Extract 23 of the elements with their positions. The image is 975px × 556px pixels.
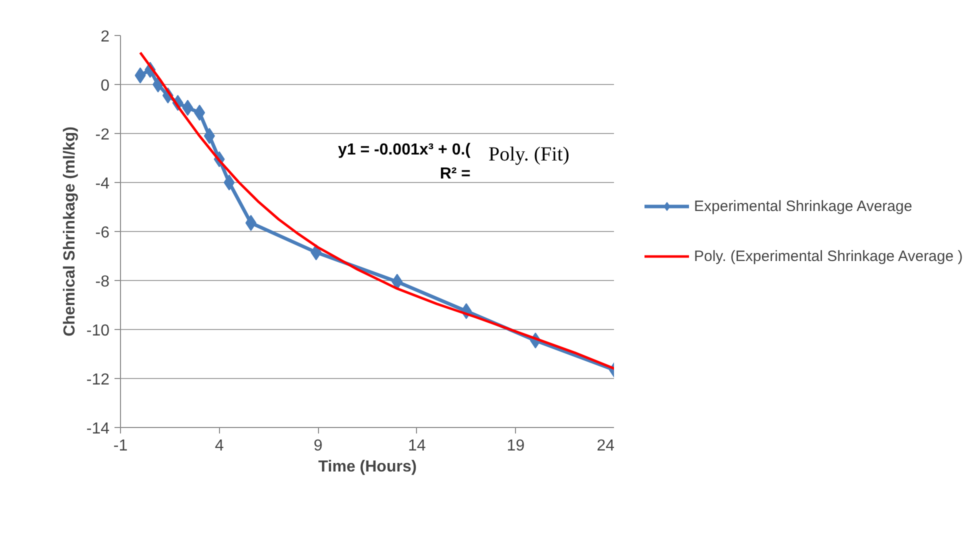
y-tick-label: -12	[86, 372, 110, 388]
y-tick-label: -8	[95, 274, 110, 290]
x-tick-label: 19	[506, 438, 525, 454]
y-tick-label: 0	[100, 78, 110, 94]
y-tick-label: -14	[86, 420, 110, 438]
y-tick-label: -4	[95, 176, 110, 192]
annotation: R² =	[440, 166, 470, 182]
annotation: y1 = -0.001x³ + 0.(	[338, 142, 472, 158]
annotation: Poly. (Fit)	[488, 144, 570, 166]
x-tick-label: 9	[314, 438, 323, 454]
x-tick-label: -1	[113, 438, 128, 454]
y-tick-label: -10	[86, 322, 110, 340]
legend-label: Poly. (Experimental Shrinkage Average )	[694, 248, 963, 264]
legend-label: Experimental Shrinkage Average	[694, 198, 912, 214]
y-axis-title: Chemical Shrinkage (ml/kg)	[61, 126, 78, 336]
y-tick-label: -2	[95, 126, 110, 144]
x-tick-label: 4	[214, 438, 224, 454]
x-axis-title: Time (Hours)	[318, 458, 417, 476]
x-tick-label: 24	[596, 438, 615, 454]
y-tick-label: 2	[100, 28, 110, 46]
point	[224, 174, 235, 190]
y-tick-label: -6	[95, 224, 110, 242]
x-tick-label: 14	[408, 438, 426, 454]
